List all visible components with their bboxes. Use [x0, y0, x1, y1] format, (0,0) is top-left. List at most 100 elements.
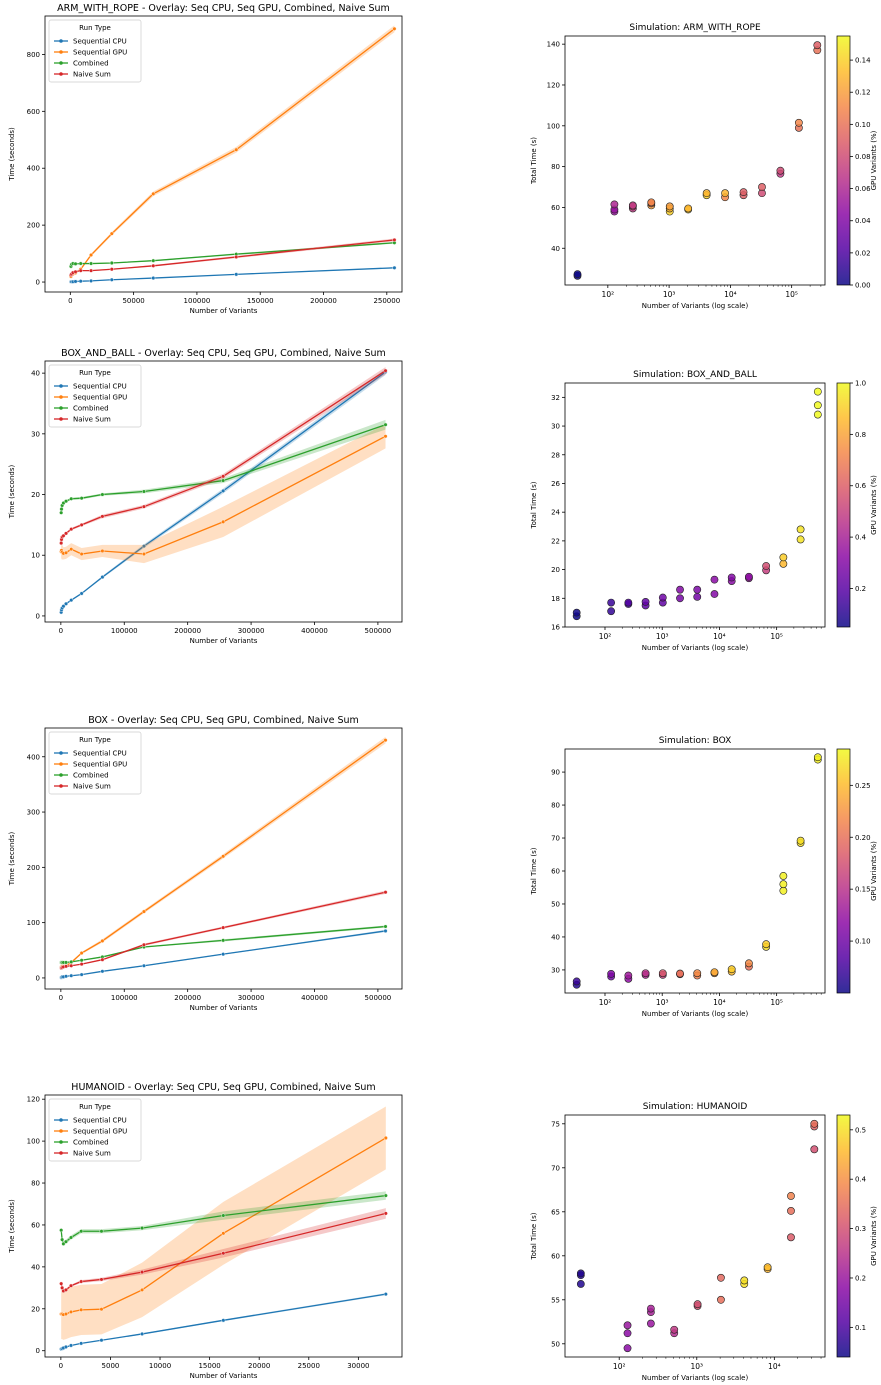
data-point	[658, 593, 667, 602]
chart-title: Simulation: HUMANOID	[643, 1102, 748, 1112]
legend-title: Run Type	[79, 736, 111, 744]
colorbar	[836, 382, 851, 628]
chart-svg: Simulation: ARM_WITH_ROPE 10² 10³ 10⁴ 10⁵ 40 6…	[530, 23, 878, 310]
legend-marker	[59, 1129, 63, 1133]
y-tick-label: 0	[36, 612, 40, 620]
legend-box	[48, 364, 142, 428]
data-point	[141, 963, 146, 968]
y-tick-label: 140	[547, 41, 560, 49]
data-point	[64, 550, 69, 555]
legend-title: Run Type	[79, 1103, 111, 1111]
legend-label: Sequential GPU	[73, 761, 127, 769]
data-point	[787, 1207, 795, 1215]
y-tick-label: 300	[27, 809, 40, 817]
data-point	[99, 1338, 104, 1343]
legend-label: Naive Sum	[73, 416, 111, 424]
legend-box	[48, 731, 142, 795]
legend: Run Type Sequential CPU Sequential GPU Comb…	[48, 731, 142, 795]
data-point	[69, 1283, 74, 1288]
x-tick-label: 5000	[102, 1362, 120, 1370]
data-point	[234, 255, 239, 260]
data-point	[779, 872, 788, 880]
data-point	[796, 525, 805, 534]
data-point	[221, 478, 226, 483]
data-point	[813, 753, 822, 762]
y-tick-label: 24	[551, 509, 560, 517]
y-axis-label: Total Time (s)	[530, 137, 538, 185]
data-point	[63, 1287, 68, 1292]
x-tick-label: 10²	[613, 1362, 626, 1371]
data-point	[151, 276, 156, 281]
legend-label: Combined	[73, 772, 109, 780]
y-tick-label: 28	[551, 451, 560, 459]
data-point	[813, 387, 822, 396]
data-point	[383, 890, 388, 895]
data-point	[624, 971, 633, 980]
data-point	[693, 585, 702, 594]
legend: Run Type Sequential CPU Sequential GPU Comb…	[48, 364, 142, 428]
x-tick-label: 10³	[656, 998, 669, 1007]
colorbar-label: GPU Variants (%)	[870, 475, 878, 535]
data-point	[647, 198, 656, 207]
data-point	[221, 952, 226, 957]
data-point	[641, 969, 650, 978]
data-point	[141, 552, 146, 557]
scatter-chart-box: Simulation: BOX 10² 10³ 10⁴ 10⁵ 30 40 50 60 70 80 9…	[525, 731, 881, 1021]
data-point	[779, 553, 788, 562]
y-axis-label: Total Time (s)	[530, 1212, 538, 1260]
x-tick-label: 10³	[656, 632, 669, 641]
legend-label: Combined	[73, 60, 109, 68]
data-point	[813, 410, 822, 419]
data-point	[813, 41, 822, 50]
colorbar-tick-label: 0.00	[855, 282, 871, 290]
legend-box	[48, 19, 142, 83]
colorbar-tick-label: 0.04	[855, 217, 871, 225]
plot-frame	[44, 360, 403, 623]
data-point	[234, 272, 239, 277]
y-tick-label: 16	[551, 624, 560, 632]
legend-label: Naive Sum	[73, 783, 111, 791]
data-point	[392, 265, 397, 270]
x-tick-label: 10²	[599, 632, 612, 641]
x-tick-label: 50000	[122, 297, 144, 305]
data-point	[727, 573, 736, 582]
plot-frame	[44, 1094, 403, 1358]
y-tick-label: 40	[31, 1263, 40, 1271]
y-tick-label: 26	[551, 480, 560, 488]
y-tick-label: 30	[551, 423, 560, 431]
chart-svg: Simulation: BOX_AND_BALL 10² 10³ 10⁴ 10⁵ 16 18…	[530, 370, 878, 652]
plot-frame	[564, 35, 826, 286]
y-tick-label: 10	[31, 552, 40, 560]
data-point	[779, 886, 788, 895]
data-point	[79, 1341, 84, 1346]
y-tick-label: 65	[551, 1208, 560, 1216]
data-point	[89, 278, 94, 283]
legend-label: Naive Sum	[73, 1150, 111, 1158]
y-tick-label: 80	[551, 802, 560, 810]
data-point	[100, 938, 105, 943]
y-tick-label: 75	[551, 1120, 560, 1128]
colorbar-tick-label: 0.06	[855, 185, 871, 193]
data-point	[676, 594, 684, 603]
y-axis-label: Total Time (s)	[530, 481, 538, 529]
x-tick-label: 10⁴	[724, 290, 737, 299]
legend-label: Sequential CPU	[73, 750, 127, 758]
y-tick-label: 30	[551, 966, 560, 974]
data-point	[100, 492, 105, 497]
plot-frame	[564, 382, 826, 628]
data-point	[141, 504, 146, 509]
data-point	[721, 189, 729, 198]
legend-label: Combined	[73, 1139, 109, 1147]
y-tick-label: 0	[36, 279, 40, 287]
y-tick-label: 120	[27, 1096, 40, 1104]
colorbar-tick-label: 1.0	[855, 380, 866, 388]
data-point	[810, 1145, 819, 1154]
data-point	[573, 270, 582, 279]
y-tick-label: 80	[551, 163, 560, 171]
data-point	[693, 1300, 702, 1309]
chart-title: Simulation: BOX	[659, 736, 732, 746]
data-point	[383, 1193, 388, 1198]
y-tick-label: 80	[31, 1180, 40, 1188]
data-point	[151, 258, 156, 263]
data-point	[79, 951, 84, 956]
